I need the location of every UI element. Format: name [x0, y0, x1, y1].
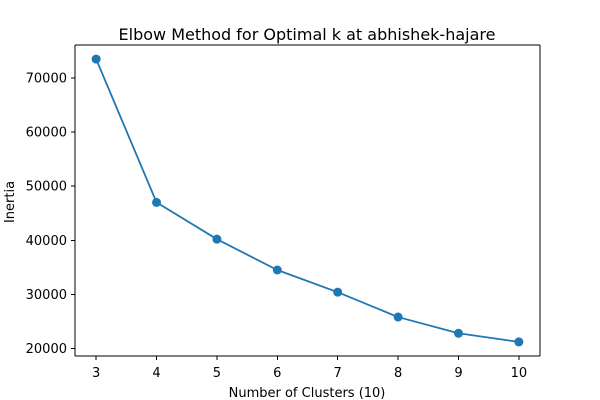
- inertia-point: [453, 328, 463, 338]
- y-tick-label: 20000: [26, 342, 67, 357]
- inertia-point: [272, 265, 282, 275]
- x-tick-label: 8: [394, 366, 402, 381]
- plot-area: 3 4 5 6 7 8 9 10 20000 30000 40000 50000 60000 70000: [26, 44, 541, 381]
- inertia-point: [393, 312, 403, 322]
- x-tick-label: 3: [92, 366, 100, 381]
- series-layer: [91, 54, 524, 347]
- inertia-point: [514, 337, 524, 347]
- y-axis-label: Inertia: [3, 181, 18, 223]
- inertia-point: [91, 54, 101, 64]
- y-tick-label: 50000: [26, 180, 67, 195]
- x-tick-label: 10: [511, 366, 528, 381]
- x-tick-label: 7: [334, 366, 342, 381]
- x-tick-label: 9: [454, 366, 462, 381]
- y-ticks: 20000 30000 40000 50000 60000 70000: [26, 71, 75, 357]
- x-tick-label: 4: [152, 366, 160, 381]
- inertia-point: [152, 197, 162, 207]
- y-tick-label: 60000: [26, 126, 67, 141]
- x-axis-label: Number of Clusters (10): [229, 386, 386, 400]
- inertia-point: [333, 287, 343, 297]
- x-tick-label: 5: [213, 366, 221, 381]
- inertia-point: [212, 234, 222, 244]
- chart-title: Elbow Method for Optimal k at abhishek-h…: [119, 25, 496, 44]
- x-tick-label: 6: [273, 366, 281, 381]
- x-ticks: 3 4 5 6 7 8 9 10: [92, 356, 527, 381]
- y-tick-label: 70000: [26, 71, 67, 86]
- inertia-line: [95, 58, 520, 343]
- y-tick-label: 40000: [26, 234, 67, 249]
- y-tick-label: 30000: [26, 288, 67, 303]
